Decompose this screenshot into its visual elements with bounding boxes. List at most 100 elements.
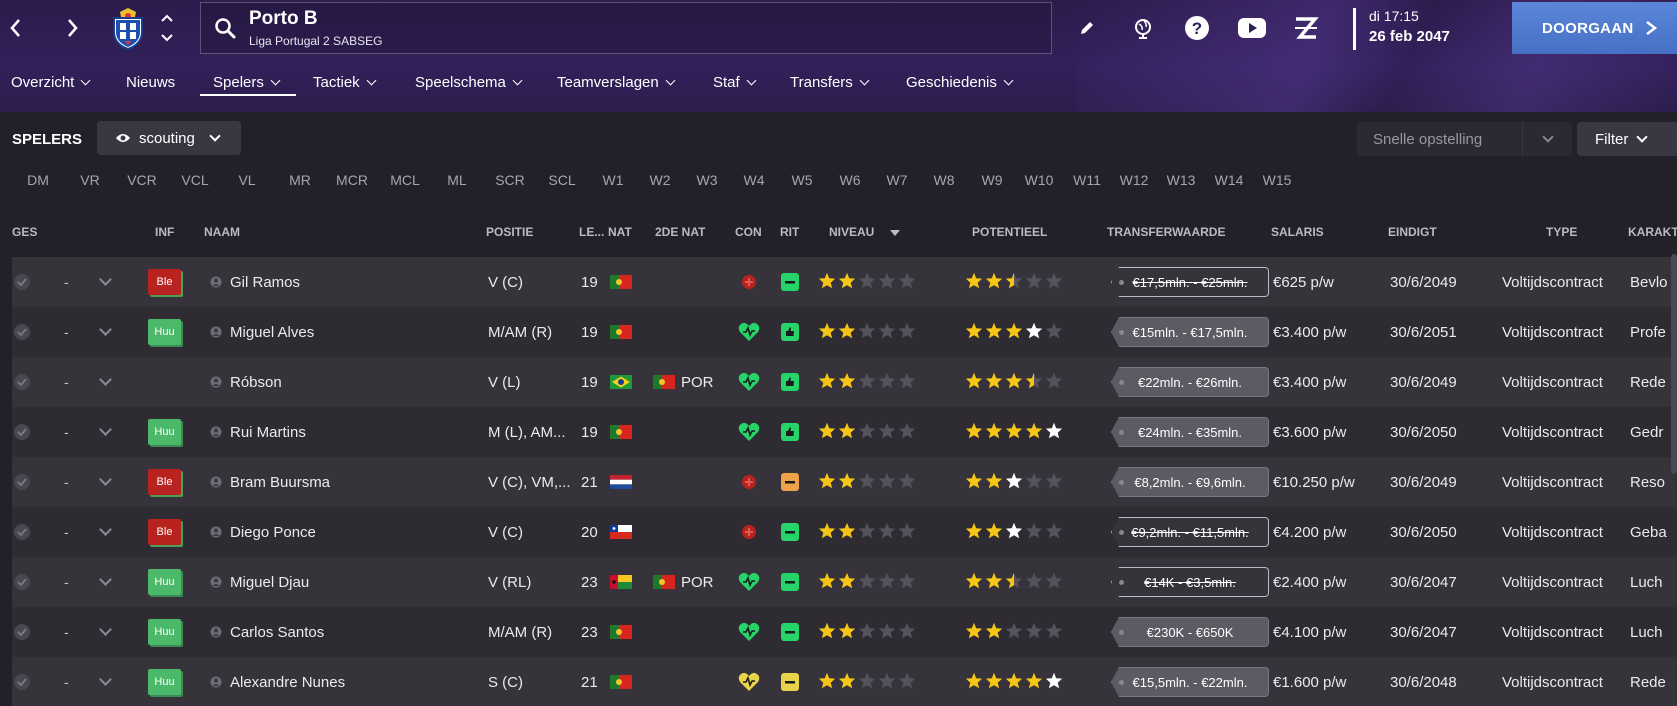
expand-row-button[interactable] bbox=[99, 257, 112, 307]
expand-row-button[interactable] bbox=[99, 357, 112, 407]
select-checkbox[interactable] bbox=[14, 507, 30, 557]
position-filter-mcr[interactable]: MCR bbox=[336, 172, 368, 188]
col-rit[interactable]: RIT bbox=[780, 225, 800, 239]
player-name-link[interactable]: Gil Ramos bbox=[210, 257, 300, 307]
table-row[interactable]: - Ble Diego Ponce V (C) 20 €9,2mln. - €11,5ml… bbox=[12, 507, 1677, 557]
position-filter-w8[interactable]: W8 bbox=[933, 172, 955, 188]
position-filter-w10[interactable]: W10 bbox=[1024, 172, 1054, 188]
expand-row-button[interactable] bbox=[99, 557, 112, 607]
game-date[interactable]: di 17:15 26 feb 2047 bbox=[1353, 8, 1503, 50]
transfer-value-tag[interactable]: €8,2mln. - €9,6mln. bbox=[1111, 467, 1269, 497]
nationality-flag-icon[interactable] bbox=[610, 525, 632, 539]
col-leeftijd[interactable]: LE... bbox=[579, 225, 605, 239]
position-filter-mcl[interactable]: MCL bbox=[390, 172, 420, 188]
select-checkbox[interactable] bbox=[14, 257, 30, 307]
tab-teamverslagen[interactable]: Teamverslagen bbox=[557, 68, 676, 96]
loan-badge[interactable]: Huu bbox=[148, 419, 181, 445]
loan-badge[interactable]: Huu bbox=[148, 569, 181, 595]
club-switch-icon[interactable] bbox=[158, 10, 176, 46]
transfer-value-tag[interactable]: €9,2mln. - €11,5mln. bbox=[1111, 517, 1269, 547]
col-type[interactable]: TYPE bbox=[1546, 225, 1578, 239]
player-name-link[interactable]: Diego Ponce bbox=[210, 507, 316, 557]
col-salaris[interactable]: SALARIS bbox=[1271, 225, 1324, 239]
tab-tactiek[interactable]: Tactiek bbox=[313, 68, 377, 96]
table-scrollbar[interactable] bbox=[1671, 254, 1677, 474]
position-filter-w9[interactable]: W9 bbox=[981, 172, 1003, 188]
expand-row-button[interactable] bbox=[99, 457, 112, 507]
position-filter-vr[interactable]: VR bbox=[80, 172, 100, 188]
player-name-link[interactable]: Bram Buursma bbox=[210, 457, 330, 507]
transfer-value-tag[interactable]: €230K - €650K bbox=[1111, 617, 1269, 647]
filter-button[interactable]: Filter bbox=[1577, 122, 1677, 156]
loan-badge[interactable]: Huu bbox=[148, 669, 181, 695]
tab-overzicht[interactable]: Overzicht bbox=[11, 68, 91, 96]
quick-lineup-select[interactable]: Snelle opstelling bbox=[1357, 122, 1572, 156]
loan-badge[interactable]: Huu bbox=[148, 319, 181, 345]
col-ges[interactable]: GES bbox=[12, 225, 38, 239]
club-league[interactable]: Liga Portugal 2 SABSEG bbox=[249, 34, 383, 48]
table-row[interactable]: - Ble Bram Buursma V (C), VM,... 21 €8,2mln. … bbox=[12, 457, 1677, 507]
select-checkbox[interactable] bbox=[14, 607, 30, 657]
expand-row-button[interactable] bbox=[99, 607, 112, 657]
select-checkbox[interactable] bbox=[14, 557, 30, 607]
player-name-link[interactable]: Alexandre Nunes bbox=[210, 657, 345, 706]
position-filter-dm[interactable]: DM bbox=[27, 172, 49, 188]
help-icon[interactable]: ? bbox=[1181, 12, 1213, 44]
position-filter-scl[interactable]: SCL bbox=[548, 172, 576, 188]
injury-badge[interactable]: Ble bbox=[148, 519, 181, 545]
table-row[interactable]: - Huu Alexandre Nunes S (C) 21 €15,5mln. - €2… bbox=[12, 657, 1677, 706]
select-checkbox[interactable] bbox=[14, 657, 30, 706]
position-filter-w1[interactable]: W1 bbox=[602, 172, 624, 188]
youtube-icon[interactable] bbox=[1236, 12, 1268, 44]
player-name-link[interactable]: Carlos Santos bbox=[210, 607, 324, 657]
position-filter-w12[interactable]: W12 bbox=[1119, 172, 1149, 188]
position-filter-w2[interactable]: W2 bbox=[649, 172, 671, 188]
loan-badge[interactable]: Huu bbox=[148, 619, 181, 645]
injury-badge[interactable]: Ble bbox=[148, 269, 181, 295]
position-filter-w11[interactable]: W11 bbox=[1073, 172, 1101, 188]
globe-icon[interactable] bbox=[1127, 12, 1159, 44]
expand-row-button[interactable] bbox=[99, 657, 112, 706]
table-row[interactable]: - Huu Miguel Djau V (RL) 23 POR €14K - €3,5mln… bbox=[12, 557, 1677, 607]
injury-badge[interactable]: Ble bbox=[148, 469, 181, 495]
table-row[interactable]: - Huu Carlos Santos M/AM (R) 23 €230K - €650K… bbox=[12, 607, 1677, 657]
expand-row-button[interactable] bbox=[99, 407, 112, 457]
table-row[interactable]: - Huu Rui Martins M (L), AM... 19 €24mln. - €… bbox=[12, 407, 1677, 457]
position-filter-w13[interactable]: W13 bbox=[1166, 172, 1196, 188]
position-filter-vcr[interactable]: VCR bbox=[127, 172, 157, 188]
position-filter-vcl[interactable]: VCL bbox=[181, 172, 209, 188]
tab-staf[interactable]: Staf bbox=[713, 68, 757, 96]
nationality-flag-icon[interactable] bbox=[610, 575, 632, 589]
col-potentieel[interactable]: POTENTIEEL bbox=[972, 225, 1048, 239]
col-eindigt[interactable]: EINDIGT bbox=[1388, 225, 1437, 239]
nationality-flag-icon[interactable] bbox=[610, 475, 632, 489]
nationality-flag-icon[interactable] bbox=[610, 625, 632, 639]
z-logo-icon[interactable] bbox=[1290, 12, 1322, 44]
position-filter-w6[interactable]: W6 bbox=[839, 172, 861, 188]
player-name-link[interactable]: Róbson bbox=[210, 357, 282, 407]
tab-geschiedenis[interactable]: Geschiedenis bbox=[906, 68, 1014, 96]
back-arrow-icon[interactable] bbox=[1, 10, 31, 46]
transfer-value-tag[interactable]: €24mln. - €35mln. bbox=[1111, 417, 1269, 447]
tab-transfers[interactable]: Transfers bbox=[790, 68, 870, 96]
select-checkbox[interactable] bbox=[14, 407, 30, 457]
col-2de-nat[interactable]: 2DE NAT bbox=[655, 225, 706, 239]
transfer-value-tag[interactable]: €15mln. - €17,5mln. bbox=[1111, 317, 1269, 347]
position-filter-ml[interactable]: ML bbox=[447, 172, 467, 188]
player-name-link[interactable]: Miguel Djau bbox=[210, 557, 309, 607]
position-filter-scr[interactable]: SCR bbox=[495, 172, 525, 188]
select-checkbox[interactable] bbox=[14, 457, 30, 507]
position-filter-w7[interactable]: W7 bbox=[886, 172, 908, 188]
club-crest-icon[interactable] bbox=[111, 6, 145, 51]
nationality-flag-icon[interactable] bbox=[610, 275, 632, 289]
tab-speelschema[interactable]: Speelschema bbox=[415, 68, 523, 96]
col-nat[interactable]: NAT bbox=[608, 225, 632, 239]
table-row[interactable]: - Huu Miguel Alves M/AM (R) 19 €15mln. - €17,… bbox=[12, 307, 1677, 357]
position-filter-w5[interactable]: W5 bbox=[791, 172, 813, 188]
tab-spelers[interactable]: Spelers bbox=[213, 68, 281, 96]
transfer-value-tag[interactable]: €15,5mln. - €22mln. bbox=[1111, 667, 1269, 697]
transfer-value-tag[interactable]: €17,5mln. - €25mln. bbox=[1111, 267, 1269, 297]
col-karakter[interactable]: KARAKT bbox=[1628, 225, 1677, 239]
forward-arrow-icon[interactable] bbox=[57, 10, 87, 46]
search-icon[interactable] bbox=[214, 17, 236, 39]
